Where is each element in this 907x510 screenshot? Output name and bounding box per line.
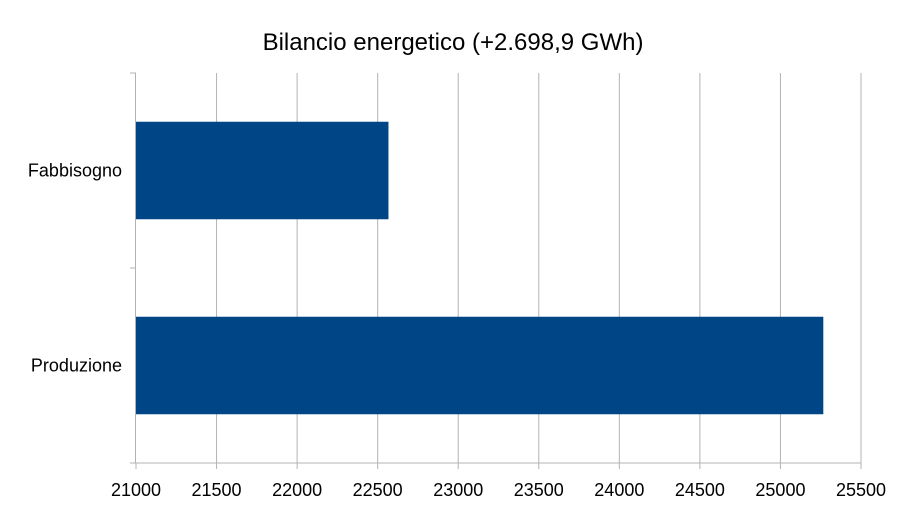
x-tick-label: 24500 (675, 480, 725, 500)
bar-fabbisogno (136, 121, 389, 220)
bars (136, 121, 824, 415)
x-tick-label: 22500 (353, 480, 403, 500)
x-tick-label: 22000 (272, 480, 322, 500)
bar-produzione (136, 316, 824, 415)
axes (130, 72, 862, 469)
x-tick-label: 25500 (836, 480, 886, 500)
category-label: Produzione (31, 356, 122, 376)
x-tick-label: 21000 (111, 480, 161, 500)
x-tick-label: 21500 (192, 480, 242, 500)
labels: 21000 21500 22000 22500 23000 23500 24000 24500… (28, 161, 886, 501)
x-tick-label: 25000 (755, 480, 805, 500)
x-tick-label: 24000 (594, 480, 644, 500)
chart-title: Bilancio energetico (+2.698,9 GWh) (263, 29, 644, 56)
x-tick-label: 23500 (514, 480, 564, 500)
category-label: Fabbisogno (28, 161, 122, 181)
x-tick-label: 23000 (433, 480, 483, 500)
